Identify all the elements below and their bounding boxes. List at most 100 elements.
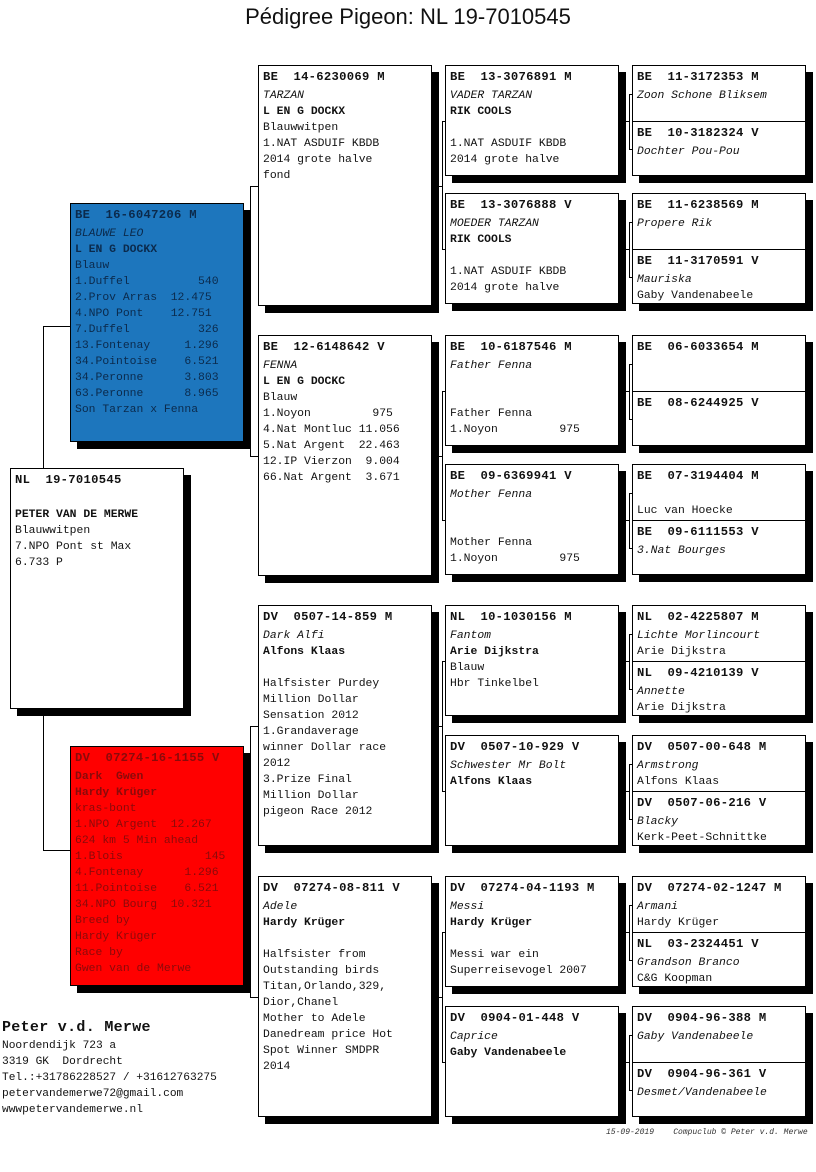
connector-line — [250, 726, 258, 727]
pigeon-info-line: Son Tarzan x Fenna — [75, 404, 199, 416]
ring-number: BE 08-6244925 V — [637, 396, 759, 410]
pigeon-name — [15, 491, 179, 507]
ring-number: DV 07274-08-811 V — [263, 881, 401, 895]
connector-line — [619, 1062, 630, 1063]
pigeon-card-g4-15: DV 0904-96-388 M Gaby Vandenabeele — [632, 1006, 806, 1063]
connector-line — [619, 932, 630, 933]
connector-line — [250, 186, 258, 187]
pigeon-info-line — [450, 931, 614, 947]
connector-line — [629, 222, 630, 277]
ring-number: NL 09-4210139 V — [637, 666, 759, 680]
pigeon-info-line: PETER VAN DE MERWE — [15, 509, 139, 521]
pigeon-info-line: 1.NAT ASDUIF KBDB — [450, 138, 567, 150]
connector-line — [244, 323, 251, 324]
pigeon-info-line: Gwen van de Merwe — [75, 963, 192, 975]
pigeon-name — [637, 487, 801, 503]
pigeon-card-sds: BE 10-6187546 M Father Fenna Father Fenna 1… — [445, 335, 619, 446]
pigeon-info-line: Race by — [75, 947, 123, 959]
pigeon-name: MOEDER TARZAN — [450, 218, 539, 230]
pigeon-info-line: L EN G DOCKX — [263, 106, 346, 118]
pigeon-info-line: 1.Duffel 540 — [75, 276, 219, 288]
pigeon-info-line — [450, 503, 614, 519]
pigeon-info-line: Messi war ein — [450, 949, 539, 961]
pigeon-name: 3.Nat Bourges — [637, 545, 726, 557]
pigeon-card-g4-5: BE 06-6033654 M — [632, 335, 806, 392]
pigeon-info-line: Outstanding birds — [263, 965, 380, 977]
connector-line — [629, 1090, 632, 1091]
connector-line — [629, 764, 632, 765]
pigeon-info-line: Father Fenna — [450, 408, 533, 420]
pigeon-info-line: Hardy Krüger — [75, 931, 158, 943]
pigeon-info-line: Alfons Klaas — [637, 776, 720, 788]
pigeon-card-dsd: DV 0507-10-929 V Schwester Mr Bolt Alfons … — [445, 735, 619, 846]
pigeon-card-g4-3: BE 11-6238569 M Propere Rik — [632, 193, 806, 250]
pigeon-info-line: Hbr Tinkelbel — [450, 678, 539, 690]
connector-line — [629, 548, 632, 549]
connector-line — [619, 661, 630, 662]
connector-line — [432, 456, 443, 457]
pigeon-info-line: Blauw — [263, 392, 298, 404]
pigeon-info-line: Blauwwitpen — [263, 122, 339, 134]
pigeon-info-line: Hardy Krüger — [637, 917, 720, 929]
connector-line — [43, 850, 70, 851]
owner-address: Noordendijk 723 a — [2, 1040, 117, 1052]
connector-line — [619, 249, 630, 250]
pigeon-card-sire: BE 16-6047206 M BLAUWE LEO L EN G DOCKX Bla… — [70, 203, 244, 442]
pigeon-name: Lichte Morlincourt — [637, 630, 761, 642]
pigeon-info-line: C&G Koopman — [637, 973, 713, 985]
page-title: Pédigree Pigeon: NL 19-7010545 — [245, 4, 571, 29]
pigeon-info-line: 7.Duffel 326 — [75, 324, 219, 336]
pigeon-info-line: Arie Dijkstra — [450, 646, 539, 658]
connector-line — [629, 1035, 632, 1036]
connector-line — [629, 277, 632, 278]
pigeon-card-g4-16: DV 0904-96-361 V Desmet/Vandenabeele — [632, 1062, 806, 1117]
connector-line — [43, 326, 70, 327]
pigeon-info-line: 34.Peronne 3.803 — [75, 372, 219, 384]
owner-name: Peter v.d. Merwe — [2, 1019, 151, 1036]
pigeon-info-line: 4.Nat Montluc 11.056 — [263, 424, 400, 436]
pigeon-info-line: Superreisevogel 2007 — [450, 965, 587, 977]
pigeon-info-line: 5.Nat Argent 22.463 — [263, 440, 400, 452]
pigeon-info-line: RIK COOLS — [450, 106, 512, 118]
ring-number: BE 11-3172353 M — [637, 70, 759, 84]
connector-line — [619, 791, 630, 792]
pigeon-card-ssd: BE 13-3076888 V MOEDER TARZAN RIK COOLS 1.N… — [445, 193, 619, 304]
connector-line — [442, 391, 443, 520]
connector-line — [629, 819, 632, 820]
connector-line — [629, 764, 630, 819]
owner-website: wwwpetervandemerwe.nl — [2, 1104, 143, 1116]
owner-city: 3319 GK Dordrecht — [2, 1056, 123, 1068]
pigeon-info-line: Gaby Vandenabeele — [637, 290, 754, 302]
pigeon-info-line: Million Dollar — [263, 694, 359, 706]
pigeon-info-line: 34.NPO Bourg 10.321 — [75, 899, 212, 911]
pigeon-info-line: 1.Noyon 975 — [263, 408, 393, 420]
ring-number: BE 06-6033654 M — [637, 340, 759, 354]
pigeon-info-line: 1.Grandaverage — [263, 726, 359, 738]
connector-line — [432, 997, 443, 998]
pigeon-card-g4-1: BE 11-3172353 M Zoon Schone Bliksem — [632, 65, 806, 122]
pigeon-card-ds: DV 0507-14-859 M Dark Alfi Alfons Klaas Hal… — [258, 605, 432, 846]
pigeon-info-line: Breed by — [75, 915, 130, 927]
pigeon-info-line: 66.Nat Argent 3.671 — [263, 472, 400, 484]
connector-line — [442, 121, 443, 249]
pigeon-info-line: Blauw — [75, 260, 110, 272]
connector-line — [442, 661, 443, 791]
connector-line — [629, 94, 632, 95]
pigeon-card-g4-13: DV 07274-02-1247 M Armani Hardy Krüger — [632, 876, 806, 933]
owner-phone: Tel.:+31786228527 / +31612763275 — [2, 1072, 217, 1084]
pigeon-info-line: Hardy Krüger — [263, 917, 346, 929]
connector-line — [629, 689, 632, 690]
pigeon-name: FENNA — [263, 360, 298, 372]
connector-line — [442, 121, 445, 122]
pigeon-card-dd: DV 07274-08-811 V Adele Hardy Krüger Halfsi… — [258, 876, 432, 1117]
connector-line — [629, 960, 632, 961]
pigeon-card-g4-8: BE 09-6111553 V 3.Nat Bourges — [632, 520, 806, 575]
connector-line — [432, 186, 443, 187]
ring-number: NL 19-7010545 — [15, 473, 122, 487]
pigeon-info-line: Titan,Orlando,329, — [263, 981, 387, 993]
ring-number: BE 14-6230069 M — [263, 70, 385, 84]
pigeon-info-line: Blauwwitpen — [15, 525, 91, 537]
pigeon-name: Adele — [263, 901, 298, 913]
pigeon-info-line: Mother Fenna — [450, 537, 533, 549]
owner-contact: Peter v.d. Merwe Noordendijk 723 a 3319 … — [2, 1018, 217, 1118]
